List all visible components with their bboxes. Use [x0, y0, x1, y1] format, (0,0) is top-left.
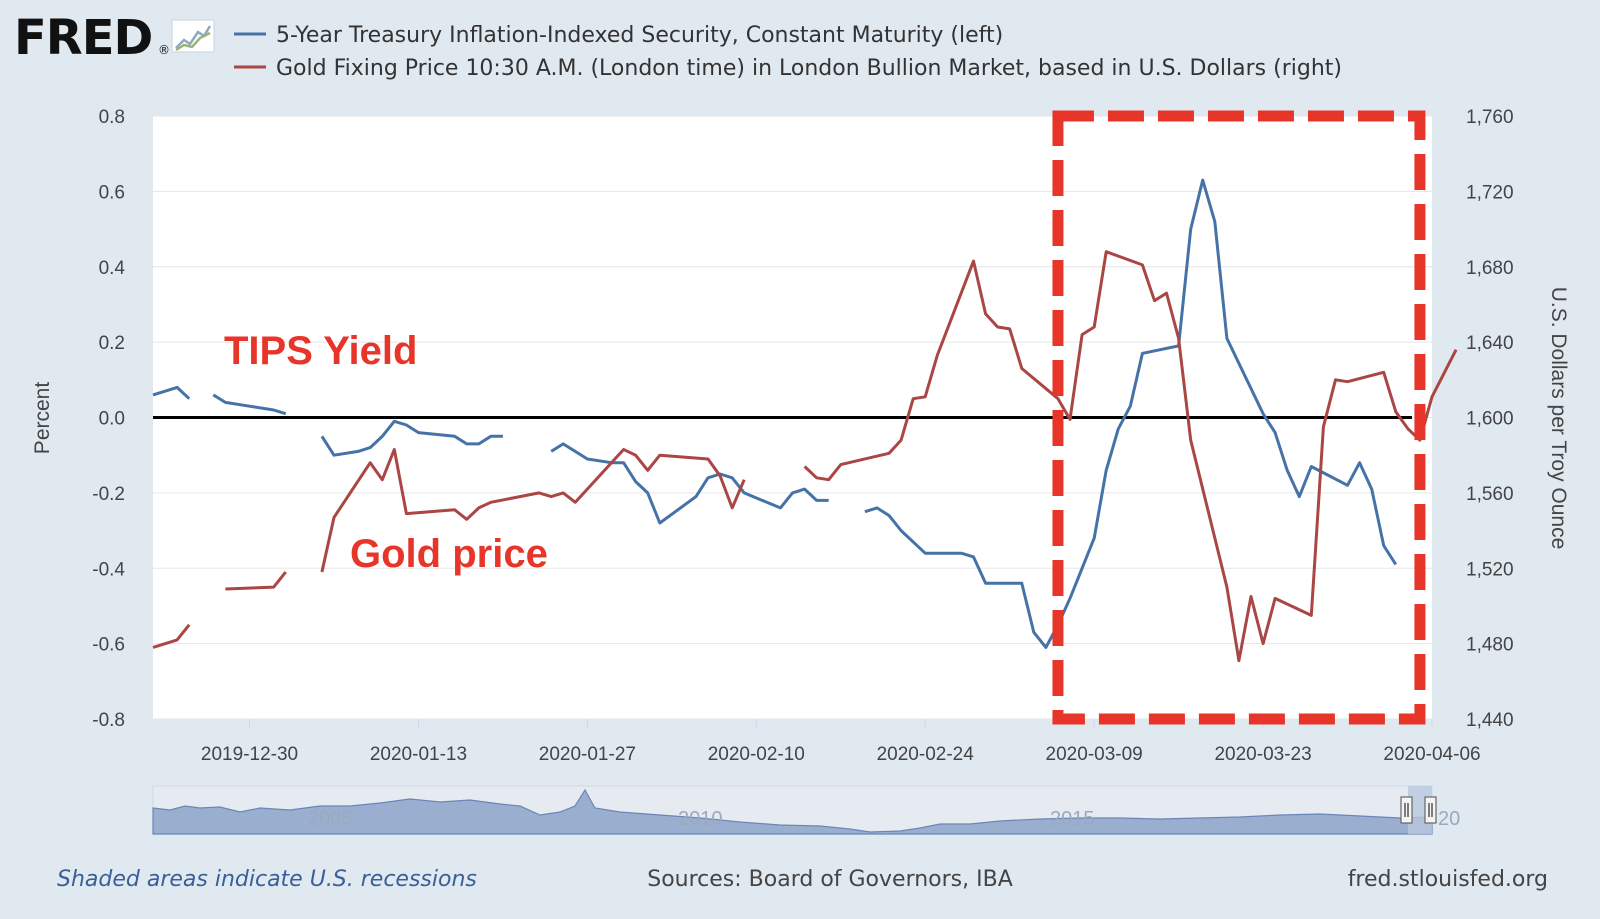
- navigator-label-2005: 2005: [308, 808, 353, 830]
- x-tick-label: 2020-02-24: [877, 744, 975, 765]
- y-right-tick-label: 1,680: [1466, 258, 1514, 279]
- x-tick-label: 2020-01-13: [370, 744, 467, 765]
- x-tick-label: 2020-02-10: [708, 744, 805, 765]
- tips-yield-line: [864, 178, 1398, 649]
- navigator-label-2015: 2015: [1050, 808, 1095, 830]
- navigator-handle-right[interactable]: [1424, 796, 1437, 824]
- x-tick-label: 2020-03-09: [1046, 744, 1143, 765]
- x-tick-label: 2019-12-30: [201, 744, 298, 765]
- navigator-handle-left[interactable]: [1400, 796, 1413, 824]
- footer-site-link[interactable]: fred.stlouisfed.org: [1348, 867, 1548, 892]
- gold-price-line: [320, 448, 746, 573]
- y-axis-right: 1,760 1,720 1,680 1,640 1,600 1,560 1,520 1,480…: [1466, 107, 1514, 731]
- gold-price-line: [152, 623, 191, 649]
- x-tick-label: 2020-04-06: [1383, 744, 1480, 765]
- y-left-tick-label: -0.6: [92, 635, 125, 656]
- footer-sources: Sources: Board of Governors, IBA: [647, 867, 1013, 892]
- y-axis-right-title: U.S. Dollars per Troy Ounce: [1547, 287, 1570, 550]
- annotation-tips-yield: TIPS Yield: [224, 329, 417, 373]
- y-left-tick-label: -0.4: [92, 559, 125, 580]
- tips-yield-line: [550, 442, 829, 525]
- legend-label-gold: Gold Fixing Price 10:30 A.M. (London tim…: [276, 56, 1342, 81]
- x-tick-label: 2020-01-27: [539, 744, 636, 765]
- navigator-series-area: [152, 788, 1433, 835]
- annotation-gold-price: Gold price: [350, 532, 548, 576]
- tips-yield-line: [152, 385, 191, 400]
- y-left-tick-label: 0.4: [99, 258, 126, 279]
- legend: 5-Year Treasury Inflation-Indexed Securi…: [234, 23, 1342, 81]
- y-right-tick-label: 1,760: [1466, 107, 1514, 128]
- range-navigator[interactable]: 2005 2010 2015 20: [152, 785, 1460, 835]
- y-right-tick-label: 1,640: [1466, 333, 1514, 354]
- y-left-tick-label: -0.8: [92, 710, 125, 731]
- y-right-tick-label: 1,560: [1466, 484, 1514, 505]
- y-right-tick-label: 1,600: [1466, 409, 1514, 430]
- y-left-tick-label: 0.2: [99, 333, 125, 354]
- series-layer: [152, 178, 1458, 663]
- y-left-tick-label: 0.8: [99, 107, 125, 128]
- legend-label-tips: 5-Year Treasury Inflation-Indexed Securi…: [276, 23, 1003, 48]
- y-right-tick-label: 1,440: [1466, 710, 1514, 731]
- x-axis: 2019-12-30 2020-01-13 2020-01-27 2020-02-10…: [201, 719, 1481, 765]
- y-right-tick-label: 1,720: [1466, 182, 1514, 203]
- gold-price-line: [225, 571, 287, 591]
- y-axis-left: 0.8 0.6 0.4 0.2 0.0 -0.2 -0.4 -0.6 -0.8: [92, 107, 125, 731]
- navigator-label-20: 20: [1438, 808, 1460, 830]
- tips-yield-line: [320, 419, 503, 457]
- navigator-label-2010: 2010: [678, 808, 723, 830]
- tips-yield-line: [212, 393, 287, 416]
- logo-text: FRED: [14, 10, 152, 66]
- footer-recessions-note: Shaded areas indicate U.S. recessions: [57, 867, 477, 892]
- y-right-tick-label: 1,520: [1466, 559, 1514, 580]
- y-axis-left-title: Percent: [31, 382, 54, 455]
- logo-registered-mark: ®: [158, 43, 170, 57]
- y-right-tick-label: 1,480: [1466, 635, 1514, 656]
- y-left-tick-label: 0.0: [99, 409, 125, 430]
- x-tick-label: 2020-03-23: [1214, 744, 1311, 765]
- y-left-tick-label: -0.2: [92, 484, 125, 505]
- y-left-tick-label: 0.6: [99, 182, 125, 203]
- gold-price-line: [803, 250, 1458, 663]
- fred-logo[interactable]: FRED ®: [14, 10, 215, 66]
- highlight-box: [1052, 110, 1426, 725]
- line-chart-icon: [171, 19, 215, 53]
